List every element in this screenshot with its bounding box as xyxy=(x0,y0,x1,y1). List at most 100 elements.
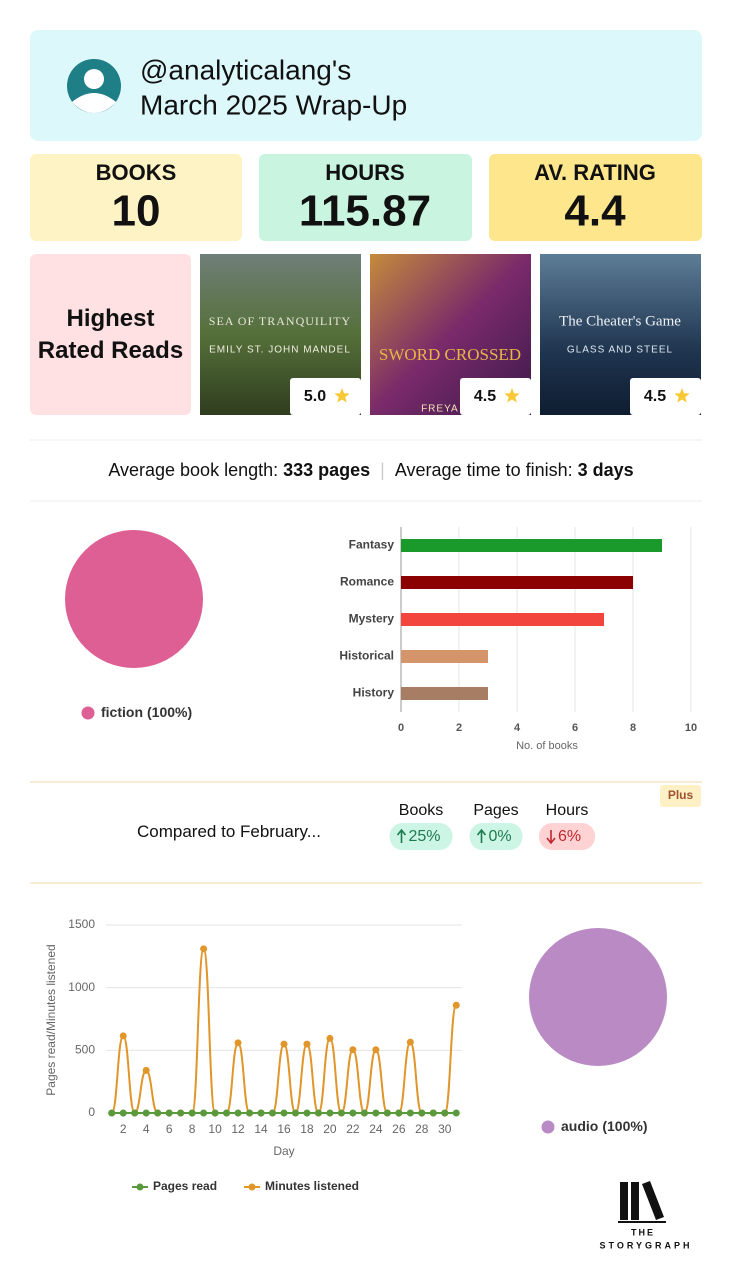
data-point xyxy=(372,1109,380,1117)
data-point xyxy=(223,1109,231,1117)
cover-author: FREYA MA xyxy=(421,404,479,415)
stat-label: BOOKS xyxy=(96,160,177,185)
stat-value: 4.4 xyxy=(564,187,626,236)
average-value: 3 days xyxy=(578,460,634,480)
data-point xyxy=(337,1109,345,1117)
bar xyxy=(401,650,488,663)
stat-label: HOURS xyxy=(325,160,404,185)
compare-change: 0% xyxy=(489,828,512,845)
x-tick-label: 6 xyxy=(166,1122,173,1136)
star-icon xyxy=(674,388,690,403)
stat-card xyxy=(489,154,702,241)
data-point xyxy=(119,1032,127,1040)
legend-label: fiction (100%) xyxy=(101,704,192,720)
logo-book xyxy=(620,1182,628,1220)
y-tick-label: Romance xyxy=(340,575,394,589)
legend-label: Minutes listened xyxy=(265,1179,359,1193)
legend-value: (100%) xyxy=(602,1118,647,1134)
data-point xyxy=(441,1109,449,1117)
legend-value: (100%) xyxy=(147,704,192,720)
logo-brand: STORYGRAPH xyxy=(599,1240,692,1250)
data-point xyxy=(200,945,208,953)
x-tick-label: 2 xyxy=(456,722,462,734)
y-tick-label: Mystery xyxy=(349,612,395,626)
x-tick-label: 2 xyxy=(120,1122,127,1136)
x-tick-label: 24 xyxy=(369,1122,383,1136)
plus-text: Plus xyxy=(668,788,694,802)
x-tick-label: 26 xyxy=(392,1122,406,1136)
data-point xyxy=(257,1109,265,1117)
x-tick-label: 4 xyxy=(143,1122,150,1136)
data-point xyxy=(418,1109,426,1117)
x-tick-label: 28 xyxy=(415,1122,429,1136)
y-tick-label: 1000 xyxy=(68,980,95,994)
legend-marker xyxy=(81,706,95,720)
compared-text: Compared to February... xyxy=(137,822,321,841)
rating-badge xyxy=(290,378,361,415)
bar xyxy=(401,576,633,589)
legend-marker xyxy=(541,1120,555,1134)
stat-value: 115.87 xyxy=(299,187,431,236)
x-tick-label: 12 xyxy=(231,1122,245,1136)
data-point xyxy=(326,1109,334,1117)
cover-title: SEA OF TRANQUILITY xyxy=(209,314,351,328)
legend-label: audio (100%) xyxy=(561,1118,647,1134)
rating: 4.5 xyxy=(474,388,496,405)
arrow-up xyxy=(476,828,487,843)
data-point xyxy=(395,1109,403,1117)
compared-month: February... xyxy=(240,822,321,841)
avatar-head xyxy=(84,69,104,89)
x-tick-label: 0 xyxy=(398,722,404,734)
arrow-up xyxy=(396,828,407,843)
data-point xyxy=(291,1109,299,1117)
stat-card xyxy=(30,154,242,241)
compare-label: Hours xyxy=(546,802,589,819)
header-card xyxy=(30,30,702,141)
rating: 4.5 xyxy=(644,388,666,405)
x-tick-label: 22 xyxy=(346,1122,360,1136)
average-value: 333 pages xyxy=(283,460,370,480)
data-point xyxy=(349,1046,357,1054)
legend-category: fiction xyxy=(101,704,143,720)
data-point xyxy=(303,1040,311,1048)
y-tick-label: 1500 xyxy=(68,917,95,931)
data-point xyxy=(349,1109,357,1117)
separator: | xyxy=(380,460,385,480)
data-point xyxy=(165,1109,173,1117)
logo-the: THE xyxy=(631,1227,655,1237)
logo-book xyxy=(642,1181,664,1220)
y-tick-label: 0 xyxy=(88,1105,95,1119)
x-tick-label: 20 xyxy=(323,1122,337,1136)
bar xyxy=(401,613,604,626)
rating: 5.0 xyxy=(304,388,326,405)
x-tick-label: 14 xyxy=(254,1122,268,1136)
x-axis-label: Day xyxy=(273,1144,294,1158)
covers: SEA OF TRANQUILITY EMILY ST. JOHN MANDEL 5… xyxy=(200,254,701,415)
plus-badge xyxy=(660,785,701,807)
legend-category: audio xyxy=(561,1118,598,1134)
x-tick-label: 6 xyxy=(572,722,578,734)
star-icon xyxy=(504,388,520,403)
data-point xyxy=(131,1109,139,1117)
data-point xyxy=(429,1109,437,1117)
y-tick-label: Fantasy xyxy=(349,538,395,552)
data-point xyxy=(406,1109,414,1117)
x-tick-label: 10 xyxy=(208,1122,222,1136)
highest-rated-title: Highest Rated Reads xyxy=(37,304,184,364)
compare-label: Pages xyxy=(473,802,518,819)
data-point xyxy=(406,1038,414,1046)
legend-marker xyxy=(136,1183,144,1191)
y-tick-label: History xyxy=(353,686,395,700)
data-point xyxy=(280,1040,288,1048)
data-point xyxy=(246,1109,254,1117)
data-point xyxy=(269,1109,277,1117)
average-label: Average time to finish: xyxy=(395,460,578,480)
data-point xyxy=(108,1109,116,1117)
data-point xyxy=(280,1109,288,1117)
data-point xyxy=(177,1109,185,1117)
bar xyxy=(401,687,488,700)
highest-rated-card xyxy=(30,254,191,415)
data-point xyxy=(142,1066,150,1074)
compare-badge xyxy=(389,823,453,850)
